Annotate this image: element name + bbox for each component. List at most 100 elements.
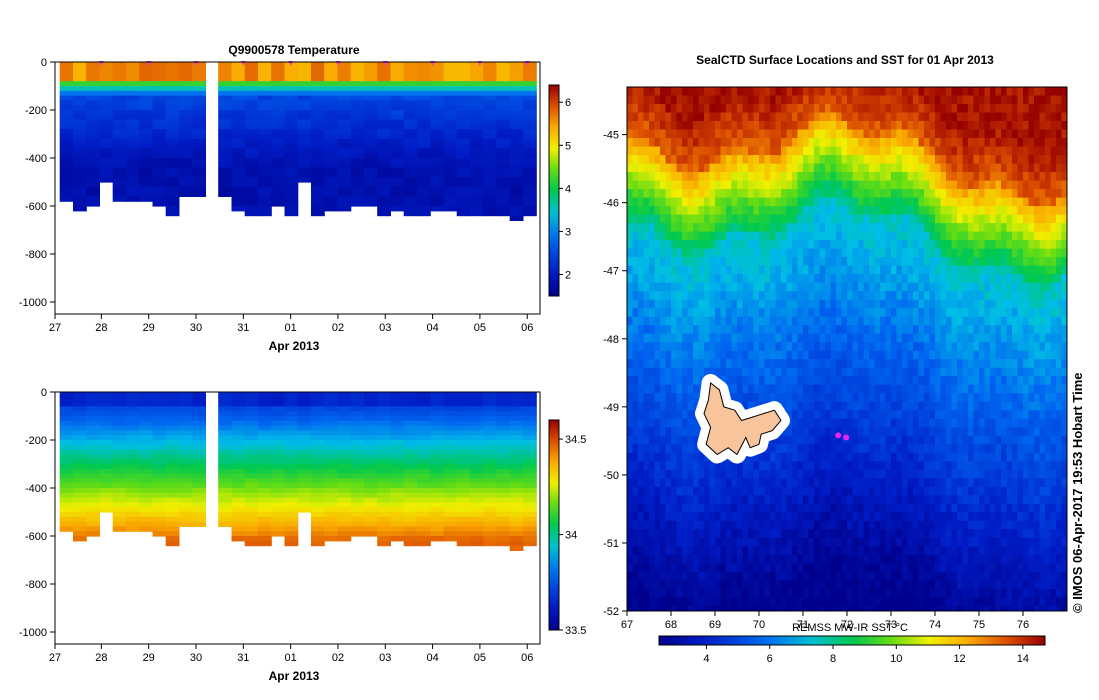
temperature-panel: Q9900578 Temperature 0-200-400-600-800-1…	[19, 43, 571, 353]
sst-cell	[764, 444, 771, 454]
section-cell	[244, 110, 259, 116]
section-cell	[496, 430, 511, 436]
sst-cell	[682, 452, 689, 463]
section-cell	[165, 201, 180, 207]
section-cell	[456, 488, 471, 494]
sst-cell	[797, 546, 804, 556]
section-cell	[73, 497, 87, 503]
section-cell	[443, 497, 458, 503]
temperature-plot-frame	[54, 61, 541, 315]
section-cell	[244, 449, 259, 455]
section-cell	[523, 425, 537, 431]
sst-cell	[693, 486, 700, 497]
sst-cell	[627, 265, 634, 275]
sst-cell	[808, 384, 815, 394]
section-cell	[350, 449, 365, 455]
section-cell	[284, 516, 299, 523]
sst-cell	[775, 452, 782, 463]
section-cell	[297, 392, 312, 398]
section-cell	[126, 526, 140, 532]
sst-cell	[759, 393, 766, 403]
sst-cell	[726, 155, 733, 165]
sst-cell	[665, 546, 672, 556]
sst-cell	[786, 546, 793, 556]
sst-cell	[764, 376, 771, 386]
sst-cell	[814, 299, 821, 309]
section-cell	[403, 81, 418, 87]
section-cell	[403, 411, 418, 417]
sst-cell	[720, 554, 727, 565]
sst-cell	[638, 580, 645, 590]
section-cell	[311, 531, 325, 537]
sst-cell	[742, 342, 749, 352]
section-cell	[496, 396, 511, 403]
section-cell	[470, 90, 484, 97]
sst-cell	[781, 469, 788, 480]
sst-cell	[632, 563, 639, 573]
section-cell	[337, 478, 352, 484]
section-cell	[324, 148, 338, 154]
section-cell	[271, 468, 285, 475]
section-cell	[218, 492, 232, 499]
sst-cell	[638, 163, 645, 173]
sst-cell	[654, 520, 661, 531]
sst-cell	[841, 537, 848, 548]
sst-cell	[671, 325, 678, 335]
sst-cell	[759, 308, 766, 318]
section-cell	[86, 483, 100, 489]
section-cell	[297, 440, 312, 446]
section-cell	[86, 425, 100, 431]
section-cell	[59, 483, 74, 489]
sst-cell	[693, 248, 700, 258]
section-cell	[99, 162, 114, 169]
section-cell	[271, 201, 285, 207]
sst-cell	[792, 342, 799, 352]
sst-cell	[759, 367, 766, 377]
section-cell	[179, 86, 193, 92]
sst-cell	[660, 274, 667, 284]
sst-cell	[742, 282, 749, 292]
section-cell	[523, 459, 537, 465]
sst-cell	[671, 214, 678, 224]
section-cell	[126, 153, 140, 159]
section-cell	[337, 148, 352, 154]
sst-cell	[742, 486, 749, 497]
sst-cell	[847, 257, 854, 267]
sst-cell	[803, 206, 810, 216]
sst-cell	[808, 461, 815, 471]
section-cell	[456, 110, 471, 116]
sst-cell	[852, 495, 859, 505]
sst-cell	[825, 571, 832, 582]
section-cell	[192, 62, 206, 68]
section-cell	[258, 512, 272, 518]
sst-cell	[825, 308, 832, 318]
sst-cell	[786, 172, 793, 182]
section-cell	[165, 392, 180, 398]
sst-cell	[682, 410, 689, 420]
x-tick-label: 31	[237, 322, 249, 334]
section-cell	[258, 95, 272, 101]
sst-cell	[627, 146, 634, 156]
sst-cell	[687, 461, 694, 471]
sst-cell	[814, 112, 821, 122]
sst-cell	[682, 104, 689, 114]
section-cell	[456, 396, 471, 403]
sst-cell	[627, 486, 634, 497]
section-cell	[165, 464, 180, 470]
sst-cell	[715, 129, 722, 139]
section-cell	[311, 105, 325, 111]
sst-cell	[814, 427, 821, 437]
sst-cell	[863, 180, 870, 190]
section-cell	[470, 191, 484, 197]
sst-cell	[770, 512, 777, 522]
section-cell	[337, 497, 352, 503]
section-cell	[470, 396, 484, 403]
sst-cell	[803, 554, 810, 565]
section-cell	[324, 464, 338, 470]
section-cell	[337, 483, 352, 489]
section-cell	[364, 81, 378, 87]
section-cell	[324, 138, 338, 145]
sst-cell	[638, 605, 645, 611]
sst-cell	[841, 605, 848, 611]
sst-cell	[737, 163, 744, 173]
